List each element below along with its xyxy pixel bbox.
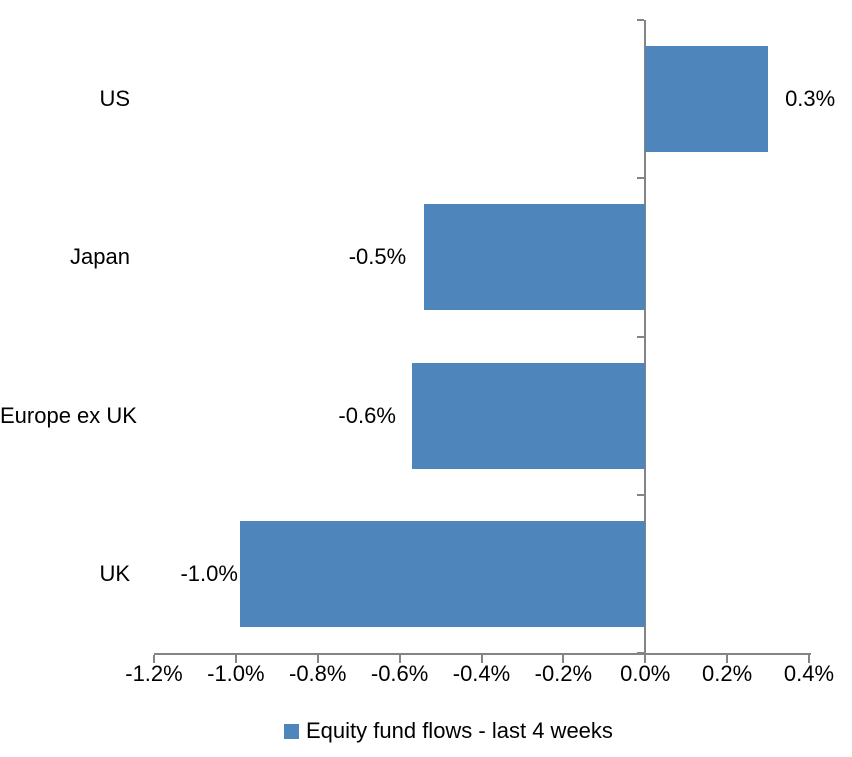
- x-tick-label: 0.2%: [702, 661, 753, 686]
- x-axis-tick: [398, 655, 401, 663]
- x-tick-label: -0.4%: [452, 661, 511, 686]
- x-axis-tick: [153, 655, 155, 663]
- x-axis-tick: [562, 655, 565, 663]
- category-axis-tick: [637, 19, 645, 21]
- x-tick-label: -1.0%: [207, 661, 265, 686]
- category-label-japan: Japan: [70, 244, 130, 270]
- category-label-us: US: [99, 86, 130, 112]
- x-tick-label: 0.0%: [620, 661, 671, 686]
- bar-us: [645, 46, 769, 153]
- data-label-uk: -1.0%: [180, 560, 238, 586]
- category-axis-tick: [637, 335, 645, 338]
- x-axis-tick: [726, 655, 729, 663]
- legend-color-swatch: [284, 723, 299, 739]
- legend: Equity fund flows - last 4 weeks: [284, 719, 613, 743]
- category-axis-tick: [637, 177, 645, 180]
- legend-label: Equity fund flows - last 4 weeks: [306, 718, 613, 743]
- x-axis-tick: [316, 655, 319, 663]
- zero-axis-line: [644, 20, 647, 655]
- bar-japan: [424, 204, 646, 311]
- x-tick-label: -0.8%: [289, 661, 347, 686]
- bar-uk: [239, 520, 646, 627]
- x-tick-label: -0.2%: [534, 661, 593, 686]
- data-label-japan: -0.5%: [348, 244, 407, 270]
- x-axis-tick: [480, 655, 483, 663]
- bar-europe-ex-uk: [411, 362, 646, 469]
- x-axis-tick: [808, 655, 810, 663]
- category-axis-tick: [637, 652, 645, 654]
- category-label-europe-ex-uk: Europe ex UK: [0, 402, 137, 428]
- x-tick-label: -0.6%: [370, 661, 429, 686]
- x-axis-tick: [644, 655, 647, 663]
- data-label-us: 0.3%: [785, 86, 836, 112]
- category-axis-tick: [637, 493, 645, 496]
- x-axis-line: [154, 653, 811, 655]
- x-axis-tick: [234, 655, 237, 663]
- x-tick-label: -1.2%: [125, 661, 183, 686]
- x-tick-label: 0.4%: [783, 661, 835, 686]
- category-label-uk: UK: [99, 560, 130, 586]
- data-label-europe-ex-uk: -0.6%: [338, 402, 396, 428]
